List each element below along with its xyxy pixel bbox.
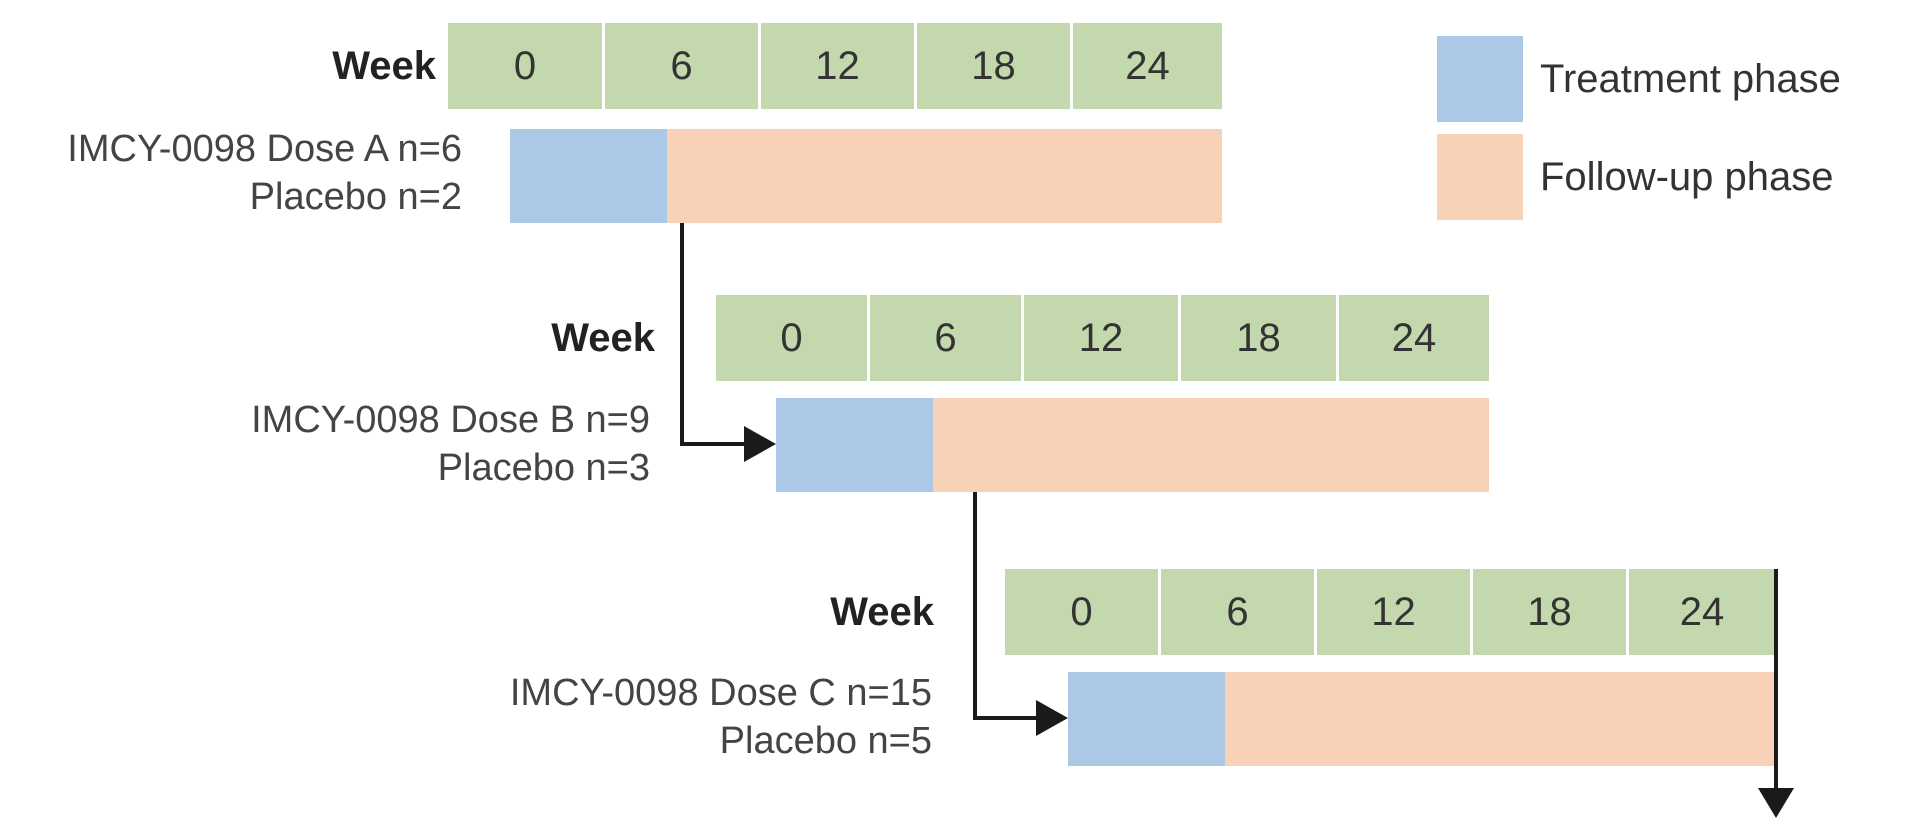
- cohort-b-week-6: 6: [870, 295, 1024, 381]
- cohort-a-week-header: 0 6 12 18 24: [448, 23, 1222, 109]
- cohort-a-week-24: 24: [1073, 23, 1222, 109]
- cohort-a-arm-label: IMCY-0098 Dose A n=6 Placebo n=2: [67, 125, 462, 221]
- cohort-a-week-label: Week: [332, 44, 436, 88]
- cohort-a-week-6: 6: [605, 23, 761, 109]
- legend-followup-swatch: [1437, 134, 1523, 220]
- cohort-a-week-0: 0: [448, 23, 605, 109]
- legend-treatment-swatch: [1437, 36, 1523, 122]
- cohort-c-timeline-bar: [1068, 672, 1775, 766]
- cohort-b-week-18: 18: [1181, 295, 1339, 381]
- cohort-c-week-label: Week: [830, 590, 934, 634]
- arrow-c-continue-head: [1758, 788, 1794, 818]
- cohort-a-placebo-text: Placebo n=2: [249, 176, 462, 218]
- legend-followup-label: Follow-up phase: [1540, 155, 1834, 199]
- cohort-a-timeline-bar: [510, 129, 1222, 223]
- cohort-a-week-18: 18: [917, 23, 1073, 109]
- cohort-c-followup-phase: [1225, 672, 1775, 766]
- arrow-a-to-b: [680, 223, 746, 446]
- cohort-c-dose-text: IMCY-0098 Dose C n=15: [509, 672, 932, 714]
- cohort-a-treatment-phase: [510, 129, 667, 223]
- cohort-a-followup-phase: [667, 129, 1222, 223]
- cohort-c-week-6: 6: [1161, 569, 1317, 655]
- cohort-b-week-12: 12: [1024, 295, 1181, 381]
- cohort-a-week-12: 12: [761, 23, 917, 109]
- cohort-c-week-header: 0 6 12 18 24: [1005, 569, 1775, 655]
- cohort-b-timeline-bar: [776, 398, 1489, 492]
- arrow-a-to-b-head: [744, 426, 776, 462]
- cohort-b-treatment-phase: [776, 398, 933, 492]
- cohort-c-week-0: 0: [1005, 569, 1161, 655]
- arrow-b-to-c: [973, 492, 1038, 720]
- cohort-b-arm-label: IMCY-0098 Dose B n=9 Placebo n=3: [251, 396, 650, 492]
- cohort-c-placebo-text: Placebo n=5: [719, 720, 932, 762]
- cohort-b-followup-phase: [933, 398, 1489, 492]
- cohort-c-treatment-phase: [1068, 672, 1225, 766]
- arrow-b-to-c-head: [1036, 700, 1068, 736]
- cohort-a-dose-text: IMCY-0098 Dose A n=6: [67, 128, 462, 170]
- cohort-c-week-18: 18: [1473, 569, 1629, 655]
- cohort-b-week-24: 24: [1339, 295, 1489, 381]
- cohort-c-week-24: 24: [1629, 569, 1775, 655]
- cohort-b-placebo-text: Placebo n=3: [437, 447, 650, 489]
- cohort-b-week-0: 0: [716, 295, 870, 381]
- cohort-b-week-header: 0 6 12 18 24: [716, 295, 1489, 381]
- cohort-b-dose-text: IMCY-0098 Dose B n=9: [251, 399, 650, 441]
- cohort-c-arm-label: IMCY-0098 Dose C n=15 Placebo n=5: [510, 669, 932, 765]
- cohort-b-week-label: Week: [551, 316, 655, 360]
- cohort-c-week-12: 12: [1317, 569, 1473, 655]
- legend-treatment-label: Treatment phase: [1540, 57, 1841, 101]
